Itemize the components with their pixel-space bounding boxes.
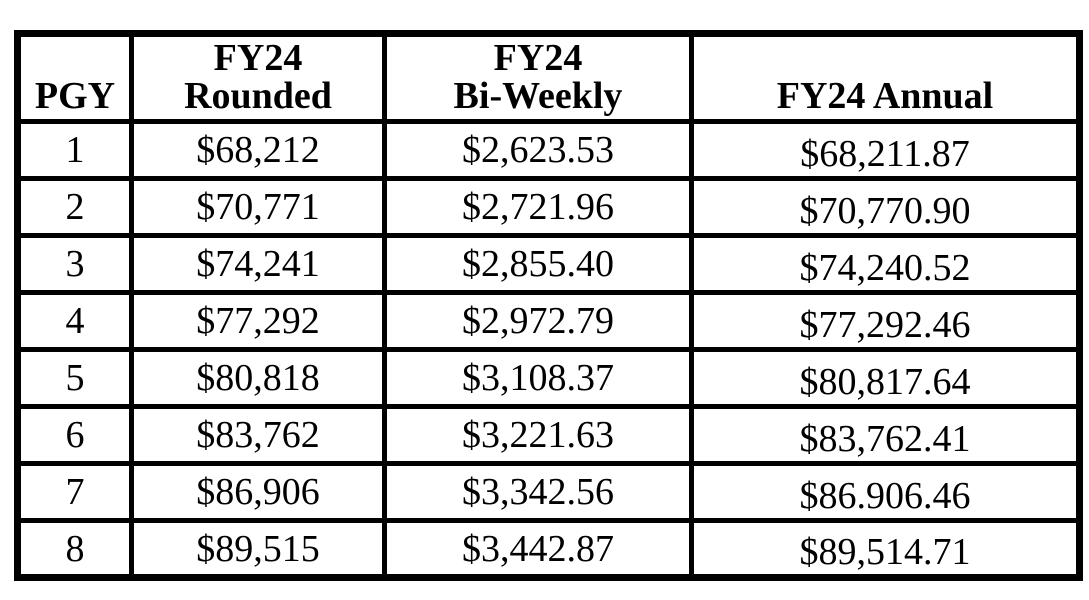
biweekly-cell: $2,721.96 bbox=[382, 176, 694, 238]
annual-cell: $86.906.46 bbox=[689, 461, 1082, 523]
rounded-cell: $86,906 bbox=[129, 461, 387, 523]
biweekly-cell: $2,972.79 bbox=[382, 290, 694, 352]
column-header-fy24-biweekly: FY24 Bi-Weekly bbox=[382, 31, 694, 124]
table-row: 4 $77,292 $2,972.79 $77,292.46 bbox=[15, 290, 1082, 352]
pgy-cell: 3 bbox=[15, 233, 134, 295]
table-row: 5 $80,818 $3,108.37 $80,817.64 bbox=[15, 347, 1082, 409]
pgy-cell: 4 bbox=[15, 290, 134, 352]
rounded-cell: $77,292 bbox=[129, 290, 387, 352]
column-header-fy24-rounded: FY24 Rounded bbox=[129, 31, 387, 124]
biweekly-cell: $2,623.53 bbox=[382, 119, 694, 181]
column-header-pgy: PGY bbox=[15, 31, 134, 124]
rounded-cell: $80,818 bbox=[129, 347, 387, 409]
annual-cell: $80,817.64 bbox=[689, 347, 1082, 409]
annual-cell: $68,211.87 bbox=[689, 119, 1082, 181]
table-row: 1 $68,212 $2,623.53 $68,211.87 bbox=[15, 119, 1082, 181]
biweekly-cell: $2,855.40 bbox=[382, 233, 694, 295]
annual-cell: $74,240.52 bbox=[689, 233, 1082, 295]
pgy-cell: 5 bbox=[15, 347, 134, 409]
rounded-cell: $83,762 bbox=[129, 404, 387, 466]
table-row: 3 $74,241 $2,855.40 $74,240.52 bbox=[15, 233, 1082, 295]
table-row: 8 $89,515 $3,442.87 $89,514.71 bbox=[15, 518, 1082, 580]
column-header-fy24-annual: FY24 Annual bbox=[689, 31, 1082, 124]
annual-cell: $83,762.41 bbox=[689, 404, 1082, 466]
annual-cell: $77,292.46 bbox=[689, 290, 1082, 352]
pgy-cell: 1 bbox=[15, 119, 134, 181]
table-row: 6 $83,762 $3,221.63 $83,762.41 bbox=[15, 404, 1082, 466]
rounded-cell: $70,771 bbox=[129, 176, 387, 238]
biweekly-cell: $3,342.56 bbox=[382, 461, 694, 523]
pgy-cell: 7 bbox=[15, 461, 134, 523]
pgy-cell: 8 bbox=[15, 518, 134, 580]
table-header-row: PGY FY24 Rounded FY24 Bi-Weekly FY24 Ann… bbox=[15, 31, 1082, 124]
rounded-cell: $74,241 bbox=[129, 233, 387, 295]
biweekly-cell: $3,442.87 bbox=[382, 518, 694, 580]
annual-cell: $89,514.71 bbox=[689, 518, 1082, 580]
pgy-cell: 6 bbox=[15, 404, 134, 466]
biweekly-cell: $3,108.37 bbox=[382, 347, 694, 409]
pgy-cell: 2 bbox=[15, 176, 134, 238]
table-row: 7 $86,906 $3,342.56 $86.906.46 bbox=[15, 461, 1082, 523]
rounded-cell: $68,212 bbox=[129, 119, 387, 181]
rounded-cell: $89,515 bbox=[129, 518, 387, 580]
table-row: 2 $70,771 $2,721.96 $70,770.90 bbox=[15, 176, 1082, 238]
fy24-salary-table: PGY FY24 Rounded FY24 Bi-Weekly FY24 Ann… bbox=[14, 30, 1083, 581]
biweekly-cell: $3,221.63 bbox=[382, 404, 694, 466]
annual-cell: $70,770.90 bbox=[689, 176, 1082, 238]
